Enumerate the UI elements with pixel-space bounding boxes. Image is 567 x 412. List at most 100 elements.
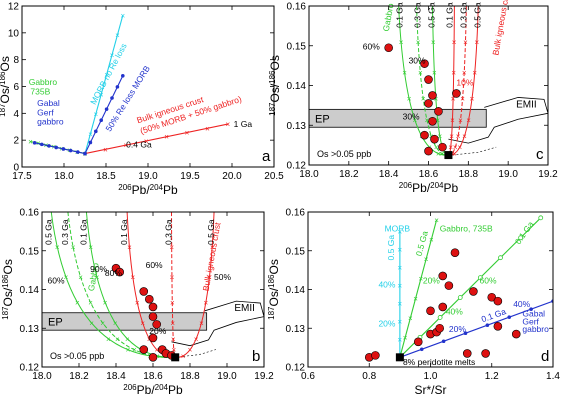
x-tick-label: 19.2: [254, 371, 274, 382]
mixing-curve-5: [448, 6, 479, 156]
x-tick-label: 19.0: [498, 169, 518, 180]
curve-tick-mark: ×: [458, 116, 463, 125]
x-axis-label-part: Pb/: [412, 181, 431, 195]
mixing-curve-4: [448, 6, 467, 156]
curve-label: Gabbro: [86, 262, 101, 292]
curve-label: Bulk igneous crust: [490, 0, 512, 56]
curve-tick-mark: ×: [470, 95, 475, 104]
curve-tick-mark: ×: [170, 298, 175, 307]
series-marker: ×: [398, 263, 403, 272]
curve-tick-mark: ×: [135, 298, 140, 307]
y-tick-label: 10: [8, 28, 20, 39]
curve-tick-mark: ×: [126, 346, 131, 355]
y-axis-label: 187Os/186Os: [267, 259, 282, 320]
curve-tick-mark: ×: [418, 69, 423, 78]
curve-tick-mark: ×: [113, 319, 118, 328]
curve-tick-mark: ×: [140, 319, 145, 328]
series-marker: [83, 151, 87, 156]
series-marker: [518, 235, 524, 241]
series-line-2: [84, 123, 228, 155]
series-marker: [419, 347, 424, 352]
x-axis-label-part: 204: [150, 183, 164, 192]
ep-field: [42, 312, 208, 331]
data-point: [481, 349, 490, 358]
curve-tick-mark: ×: [412, 116, 417, 125]
curve-label: 0.1 Ga: [395, 2, 405, 28]
curve-label: 60%: [480, 276, 497, 286]
data-point: [139, 287, 149, 296]
curve-tick-mark: ×: [132, 346, 137, 355]
y-tick-label: 4: [13, 109, 19, 120]
curve-label: 50%: [214, 272, 231, 282]
series-marker: ×: [398, 227, 403, 236]
series-marker: [32, 141, 37, 145]
series-marker: [507, 315, 512, 319]
endmember-square: [395, 353, 404, 362]
emii-field: [171, 300, 264, 347]
curve-label: 0.5 Ga: [386, 235, 396, 261]
data-point: [420, 130, 429, 140]
data-point: [115, 267, 124, 277]
y-axis-label-part: Os/: [267, 287, 281, 306]
curve-label: 30%: [409, 56, 426, 66]
y-axis-label-part: Os: [0, 56, 12, 71]
plot-area: ××××××××××××××××: [364, 215, 553, 362]
data-point: [493, 322, 503, 331]
data-point: [426, 306, 435, 316]
x-axis-label-part: 204: [155, 383, 169, 392]
curve-tick-mark: ×: [181, 352, 186, 361]
x-axis-label: Sr*/Sr: [414, 383, 446, 397]
x-tick-label: 18.2: [69, 371, 89, 382]
curve-label: 0.3 Ga: [60, 219, 70, 245]
x-tick-label: 19.2: [538, 169, 558, 180]
x-tick-label: 18.8: [180, 371, 200, 382]
x-tick-label: 18.4: [106, 371, 126, 382]
series-marker: ×: [123, 141, 128, 150]
y-axis-label-part: 187: [268, 102, 277, 116]
x-axis-label-part: 206: [123, 383, 137, 392]
series-marker: [40, 142, 44, 147]
series-line-1: [399, 219, 438, 358]
curve-tick-mark: ×: [462, 132, 467, 141]
y-tick-label: 12: [8, 2, 20, 13]
series-marker: [94, 129, 98, 134]
panel-a: ××××××××××××××××××××××××MORB no Re loss5…: [0, 2, 284, 198]
y-tick-label: 6: [13, 82, 19, 93]
curve-tick-mark: ×: [170, 273, 175, 282]
data-point: [434, 107, 443, 116]
data-point: [438, 302, 448, 312]
series-marker: ×: [225, 120, 230, 129]
series-marker: ×: [185, 129, 190, 138]
curve-label: MORB: [385, 223, 411, 233]
data-point: [452, 89, 461, 98]
curve-label: 20%: [449, 324, 466, 334]
panel-b: ××××××××××××××××××××××××××××××××××××××××…: [1, 208, 275, 398]
emii-field: [448, 97, 548, 144]
x-tick-label: 18.0: [54, 171, 74, 182]
series-marker: ×: [104, 71, 109, 80]
curve-tick-mark: ×: [188, 346, 193, 355]
curve-label: 0.5 Ga: [426, 2, 436, 28]
x-tick-label: 18.5: [96, 171, 116, 182]
curve-tick-mark: ×: [425, 116, 430, 125]
curve-label: 20%: [378, 318, 395, 328]
curve-label: 0.5 Ga: [43, 219, 53, 245]
curve-tick-mark: ×: [421, 95, 426, 104]
curve-label: 60%: [363, 42, 380, 52]
series-marker: ×: [398, 281, 403, 290]
x-tick-label: 18.6: [419, 169, 439, 180]
curve-tick-mark: ×: [207, 273, 212, 282]
curve-tick-mark: ×: [453, 143, 458, 152]
curve-label: Gerf: [522, 316, 539, 326]
panel-letter: c: [536, 146, 544, 163]
curve-tick-mark: ×: [449, 132, 454, 141]
data-point: [148, 353, 158, 362]
curve-tick-mark: ×: [106, 335, 111, 344]
curve-tick-mark: ×: [89, 319, 94, 328]
y-tick-label: 0.13: [286, 324, 306, 335]
data-point: [424, 146, 433, 156]
curve-label: 735B: [30, 87, 50, 97]
series-marker: ×: [120, 11, 125, 20]
curve-label: 0.1 Ga: [444, 2, 454, 28]
